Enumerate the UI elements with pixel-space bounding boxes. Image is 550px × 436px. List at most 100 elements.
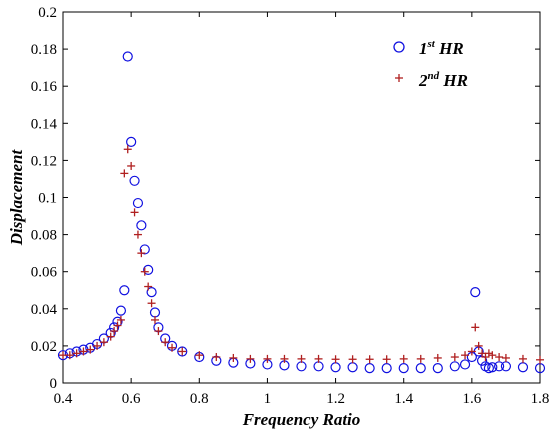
data-point-1st-hr [177, 346, 188, 357]
data-point-2nd-hr [123, 145, 132, 154]
legend-label-1st-hr: 1st HR [419, 38, 464, 58]
data-point-1st-hr [146, 287, 157, 298]
legend-plus-glyph [395, 74, 403, 82]
data-point-2nd-hr [161, 338, 170, 347]
data-point-2nd-hr [79, 347, 88, 356]
x-tick-label: 1 [264, 391, 272, 407]
data-point-1st-hr [129, 175, 140, 186]
data-point-2nd-hr [110, 327, 119, 336]
data-point-2nd-hr [481, 353, 490, 362]
y-tick-label: 0.2 [38, 5, 57, 21]
legend-label-main: 1 [419, 39, 428, 58]
data-point-2nd-hr [536, 355, 544, 364]
data-point-2nd-hr [471, 323, 480, 332]
data-point-1st-hr [381, 363, 392, 374]
data-point-1st-hr [432, 363, 443, 374]
y-tick-label: 0.14 [31, 116, 58, 132]
data-point-2nd-hr [86, 345, 95, 354]
data-point-1st-hr [415, 363, 426, 374]
data-point-2nd-hr [195, 351, 204, 360]
data-point-2nd-hr [130, 208, 139, 217]
data-point-2nd-hr [229, 353, 238, 362]
data-point-2nd-hr [140, 267, 149, 276]
legend-marker-plus [395, 74, 403, 82]
data-point-1st-hr [347, 362, 358, 373]
y-tick-label: 0.06 [31, 265, 58, 281]
data-point-1st-hr [143, 264, 154, 275]
x-axis-ticks: 0.4 0.6 0.8 1 1.2 1.4 1.6 1.8 [54, 12, 550, 407]
legend-label-main: 2 [418, 71, 428, 90]
data-point-2nd-hr [331, 355, 340, 364]
data-point-1st-hr [364, 363, 375, 374]
x-tick-label: 1.6 [462, 391, 481, 407]
data-point-1st-hr [487, 362, 498, 373]
data-point-2nd-hr [467, 347, 476, 356]
y-tick-label: 0.1 [38, 191, 57, 207]
x-tick-label: 0.4 [54, 391, 73, 407]
data-point-1st-hr [330, 362, 341, 373]
data-point-2nd-hr [382, 355, 391, 364]
legend-marker-circle [393, 41, 405, 53]
data-point-1st-hr [115, 305, 127, 316]
data-point-2nd-hr [263, 354, 272, 363]
data-point-2nd-hr [106, 332, 115, 341]
plot-area [62, 11, 541, 384]
data-point-2nd-hr [461, 351, 470, 360]
y-tick-label: 0 [50, 376, 58, 392]
data-point-2nd-hr [478, 349, 487, 358]
data-point-2nd-hr [433, 353, 442, 362]
data-point-2nd-hr [348, 355, 357, 364]
data-point-2nd-hr [150, 315, 159, 324]
y-tick-label: 0.04 [31, 302, 58, 318]
data-point-2nd-hr [365, 355, 374, 364]
data-point-2nd-hr [116, 315, 125, 324]
x-tick-label: 0.6 [122, 391, 141, 407]
data-point-1st-hr [139, 244, 150, 255]
x-tick-label: 1.8 [531, 391, 550, 407]
data-point-1st-hr [500, 361, 512, 372]
plot-frame [62, 11, 541, 384]
data-point-1st-hr [119, 285, 130, 296]
x-axis-label: Frequency Ratio [242, 410, 361, 429]
legend-label-superscript: st [427, 38, 436, 50]
data-point-2nd-hr [154, 327, 163, 336]
data-point-2nd-hr [399, 354, 408, 363]
data-point-1st-hr [136, 220, 147, 231]
data-point-2nd-hr [113, 321, 122, 330]
data-point-2nd-hr [144, 282, 153, 291]
data-point-2nd-hr [178, 347, 187, 356]
data-point-2nd-hr [297, 354, 306, 363]
data-point-2nd-hr [137, 249, 146, 258]
data-point-2nd-hr [133, 230, 142, 239]
data-point-2nd-hr [93, 341, 102, 350]
data-point-1st-hr [517, 362, 529, 373]
data-point-2nd-hr [127, 161, 136, 170]
y-tick-label: 0.16 [31, 79, 58, 95]
y-tick-label: 0.08 [31, 228, 57, 244]
data-point-2nd-hr [72, 349, 81, 358]
data-point-1st-hr [470, 287, 481, 298]
data-point-1st-hr [449, 361, 460, 372]
data-point-1st-hr [296, 361, 307, 372]
data-point-2nd-hr [65, 351, 74, 360]
data-point-2nd-hr [246, 354, 255, 363]
data-point-2nd-hr [450, 353, 459, 362]
data-point-2nd-hr [474, 341, 483, 350]
data-point-2nd-hr [488, 351, 497, 360]
data-point-2nd-hr [147, 299, 156, 308]
data-point-1st-hr [126, 136, 137, 147]
x-tick-label: 0.8 [190, 391, 209, 407]
data-point-1st-hr [459, 359, 471, 370]
data-point-2nd-hr [99, 338, 108, 347]
series-2nd-hr [59, 145, 544, 364]
x-tick-label: 1.2 [326, 391, 345, 407]
data-point-2nd-hr [518, 354, 527, 363]
data-point-2nd-hr [212, 353, 221, 362]
y-tick-label: 0.18 [31, 42, 57, 58]
data-point-2nd-hr [495, 353, 504, 362]
data-point-1st-hr [494, 361, 505, 372]
legend-item-1st-hr: 1st HR [393, 38, 464, 58]
y-axis-label: Displacement [7, 149, 26, 247]
legend-label-superscript: nd [428, 70, 440, 82]
